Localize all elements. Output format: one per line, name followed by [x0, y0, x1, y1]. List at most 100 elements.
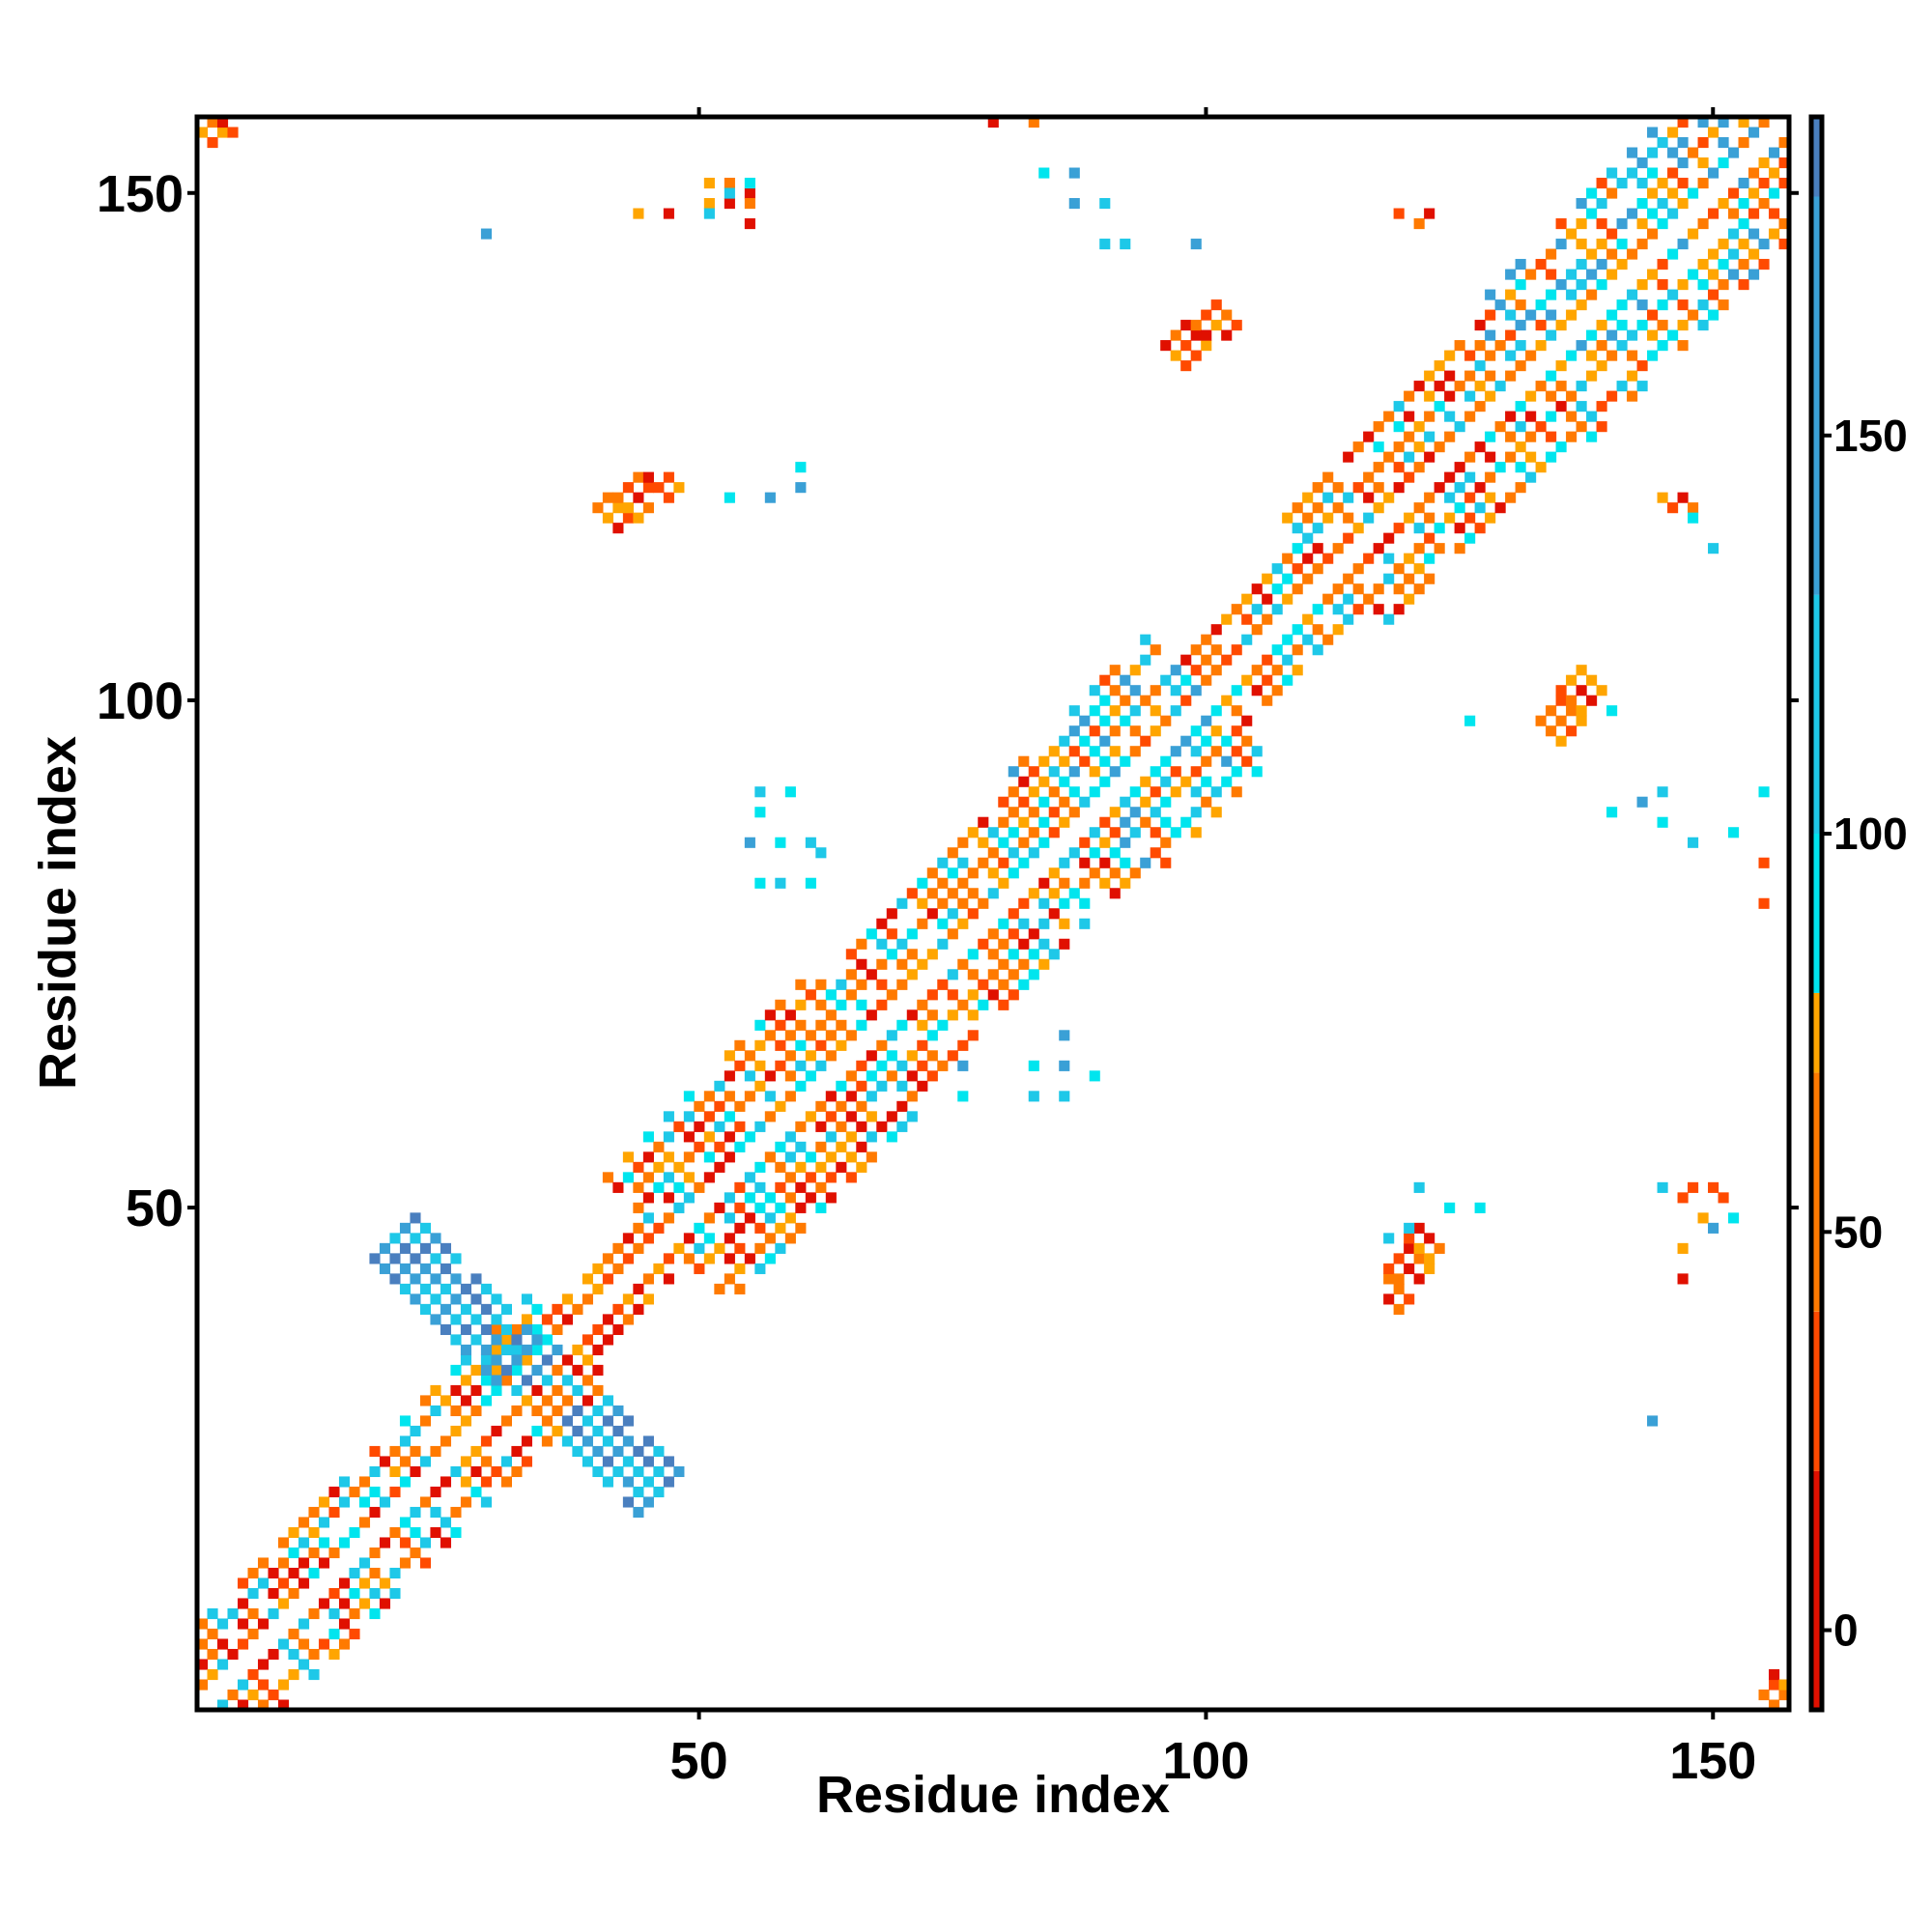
contact-cell	[1343, 492, 1354, 503]
contact-cell	[866, 1009, 877, 1021]
contact-cell	[1302, 634, 1314, 645]
contact-cell	[480, 1375, 493, 1386]
contact-cell	[1201, 755, 1212, 767]
contact-cell	[805, 1172, 816, 1183]
contact-cell	[856, 1161, 867, 1173]
contact-cell	[1616, 218, 1628, 230]
contact-cell	[379, 1577, 391, 1589]
contact-cell	[1546, 309, 1557, 321]
contact-cell	[1688, 837, 1699, 848]
contact-cell	[917, 1060, 928, 1071]
contact-cell	[1535, 462, 1547, 473]
contact-cell	[410, 1445, 421, 1458]
contact-cell	[1079, 877, 1091, 889]
contact-cell	[1170, 786, 1181, 798]
contact-cell	[440, 1537, 452, 1548]
contact-cell	[1251, 685, 1263, 696]
contact-cell	[1190, 685, 1202, 696]
contact-cell	[1241, 715, 1253, 726]
contact-cell	[1464, 715, 1476, 726]
contact-cell	[1586, 674, 1598, 686]
contact-cell	[1464, 512, 1476, 524]
contact-cell	[1596, 421, 1607, 433]
contact-cell	[1718, 198, 1729, 210]
contact-cell	[1404, 390, 1415, 402]
contact-cell	[582, 1273, 593, 1285]
contact-cell	[500, 1364, 512, 1376]
contact-cell	[1657, 492, 1668, 503]
contact-cell	[602, 1435, 613, 1447]
contact-cell	[1647, 147, 1659, 158]
contact-cell	[845, 1172, 857, 1183]
contact-cell	[1627, 147, 1638, 158]
contact-cell	[592, 1465, 604, 1478]
contact-cell	[1485, 431, 1496, 442]
contact-cell	[1210, 624, 1222, 636]
contact-cell	[775, 1161, 786, 1173]
contact-cell	[1363, 553, 1375, 564]
contact-cell	[967, 949, 979, 960]
contact-cell	[1018, 755, 1030, 767]
contact-cell	[926, 1050, 938, 1062]
contact-cell	[500, 1334, 512, 1346]
contact-cell	[1332, 543, 1344, 554]
contact-cell	[1059, 1060, 1070, 1071]
contact-cell	[633, 512, 644, 524]
contact-cell	[268, 1648, 279, 1661]
contact-cell	[622, 1415, 634, 1427]
contact-cell	[257, 1699, 270, 1711]
contact-cell	[825, 1131, 837, 1143]
contact-cell	[257, 1577, 270, 1589]
contact-cell	[805, 837, 816, 848]
contact-cell	[1140, 634, 1151, 645]
contact-cell	[1120, 877, 1131, 889]
contact-cell	[642, 1273, 654, 1285]
contact-cell	[552, 1425, 563, 1437]
contact-cell	[419, 1263, 432, 1274]
contact-cell	[430, 1526, 441, 1539]
contact-cell	[1434, 523, 1445, 534]
contact-cell	[1677, 299, 1689, 311]
contact-cell	[998, 816, 1009, 828]
contact-cell	[642, 1151, 654, 1163]
contact-cell	[389, 1567, 401, 1579]
contact-cell	[318, 1638, 330, 1650]
contact-cell	[521, 1323, 532, 1335]
contact-cell	[1170, 746, 1181, 757]
contact-cell	[683, 1091, 695, 1102]
contact-cell	[410, 1547, 421, 1559]
contact-cell	[308, 1567, 320, 1579]
contact-cell	[328, 1628, 340, 1640]
contact-cell	[926, 1070, 938, 1082]
contact-cell	[1758, 117, 1770, 128]
contact-cell	[1586, 370, 1598, 382]
contact-cell	[754, 1080, 766, 1092]
contact-cell	[247, 1628, 259, 1640]
contact-cell	[1210, 746, 1222, 757]
contact-cell	[410, 1212, 421, 1224]
contact-cell	[724, 1233, 735, 1244]
contact-cell	[1404, 1263, 1415, 1274]
contact-cell	[1738, 198, 1749, 210]
contact-cell	[703, 198, 715, 210]
contact-cell	[450, 1334, 462, 1346]
contact-cell	[460, 1375, 472, 1386]
contact-cell	[1008, 989, 1019, 1001]
contact-cell	[1434, 482, 1445, 494]
contact-cell	[552, 1344, 563, 1355]
contact-cell	[1596, 259, 1607, 270]
contact-cell	[247, 1567, 259, 1579]
contact-cell	[1109, 807, 1121, 818]
contact-cell	[1201, 329, 1212, 341]
contact-cell	[1393, 1253, 1405, 1264]
contact-cell	[1708, 543, 1719, 554]
contact-cell	[1424, 492, 1435, 503]
contact-cell	[926, 989, 938, 1001]
contact-cell	[1677, 137, 1689, 149]
contact-cell	[642, 502, 654, 514]
contact-cell	[1505, 411, 1517, 422]
contact-cell	[1120, 674, 1131, 686]
contact-cell	[1059, 897, 1070, 909]
contact-cell	[1018, 796, 1030, 808]
